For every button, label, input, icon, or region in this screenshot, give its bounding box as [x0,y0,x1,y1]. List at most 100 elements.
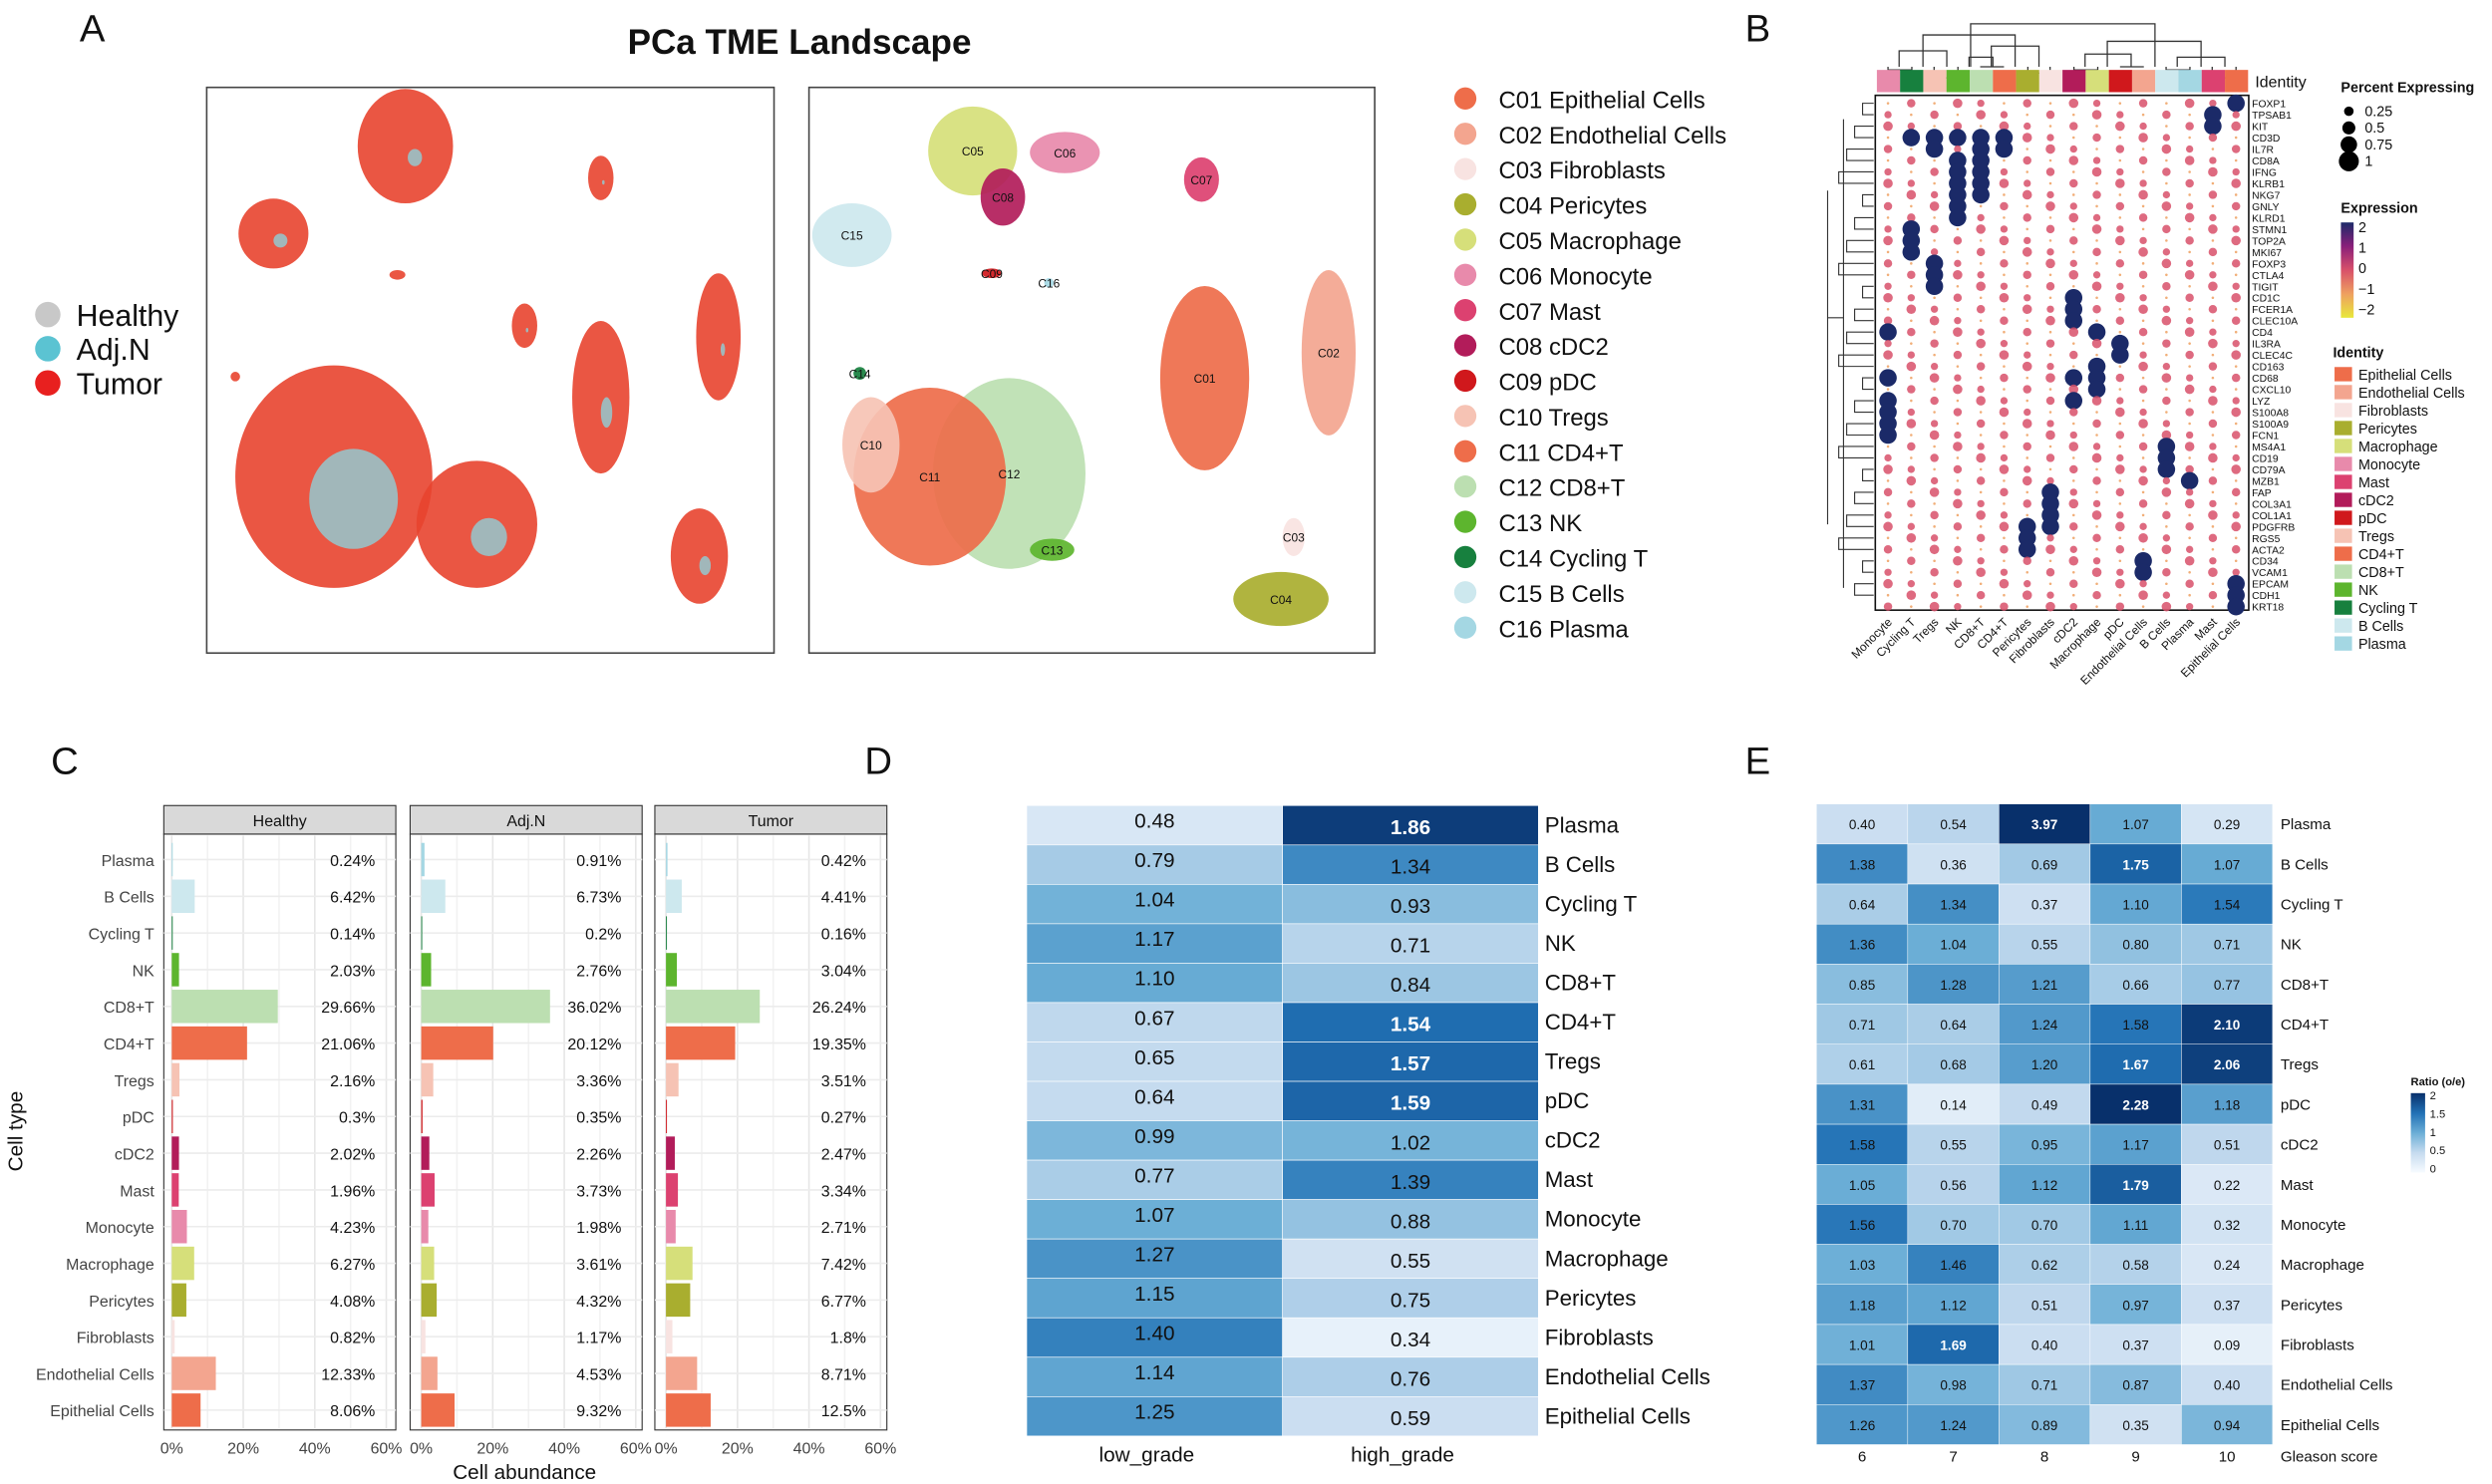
heatmap-value: 0.70 [1940,1218,1966,1233]
abundance-bar [171,1356,216,1390]
heatmap-value: 1.24 [2031,1018,2058,1033]
abundance-bar [171,1393,201,1427]
cluster-legend-label: C05 Macrophage [1498,228,1681,255]
expression-dot [1910,113,1913,117]
percent-legend-dot [2338,150,2359,171]
expression-dot [1954,603,1962,611]
expression-dot [2204,117,2222,136]
expression-dot [1933,445,1936,448]
expression-dot [2211,296,2215,300]
expression-dot [1886,250,1890,254]
cluster-legend-label: C11 CD4+T [1498,440,1624,466]
abundance-label: 3.73% [576,1183,621,1200]
heatmap-value: 3.97 [2031,817,2057,832]
gene-label: CD1C [2252,294,2281,305]
cluster-legend-dot [1453,334,1477,357]
expression-dot [1906,189,1917,200]
heatmap-row-label: cDC2 [2281,1137,2319,1154]
heatmap-value: 1.34 [1391,856,1430,879]
expression-dot [1884,340,1892,348]
expression-dot [2068,555,2079,566]
expression-dot [2165,582,2168,585]
heatmap-cell [1907,1204,2000,1245]
expression-dot [2024,408,2031,417]
gene-label: MZB1 [2252,476,2280,487]
row-dendrogram-branch [1854,400,1874,414]
expression-dot [2188,285,2191,288]
abundance-label: 29.66% [321,1000,375,1017]
expression-dot [2138,304,2148,315]
expression-dot [1953,555,1963,566]
expression-dot [1933,330,1936,334]
expression-dot [2048,273,2052,277]
row-dendrogram-branch [1854,308,1874,322]
gene-label: CLEC10A [2252,317,2298,328]
expression-dot [2025,399,2028,403]
expression-dot [2071,570,2075,574]
expression-dot [2185,431,2194,440]
expression-dot [1910,319,1913,322]
expression-dot [2138,247,2148,257]
abundance-bar [421,1173,435,1207]
ratio-legend-tick: 2 [2430,1090,2436,1102]
abundance-bar [421,1356,438,1390]
heatmap-value: 1.12 [1940,1298,1966,1313]
heatmap-cell [2181,1363,2274,1405]
heatmap-cell [2181,1123,2274,1165]
heatmap-value: 0.48 [1134,810,1174,833]
identity-strip-title: Identity [2255,75,2306,92]
cluster-legend-dot [1453,616,1477,639]
expression-dot [1886,136,1890,140]
expression-dot [1906,533,1917,543]
percent-legend-dot [2341,121,2355,135]
heatmap-value: 1.57 [1391,1052,1430,1075]
expression-dot [1979,411,1983,414]
abundance-bar [171,916,173,950]
expression-dot [1953,98,1963,109]
heatmap-row-label: Fibroblasts [2281,1336,2354,1353]
umap-adjn-overlay [309,448,399,549]
heatmap-row-label: Cycling T [1545,891,1638,916]
heatmap-value: 0.40 [2031,1337,2057,1352]
row-dendrogram-branch [1846,331,1874,345]
expression-dot [1933,158,1936,162]
heatmap-row-label: Monocyte [1545,1207,1642,1232]
expression-dot [2211,490,2215,494]
expression-dot [2185,236,2194,245]
expression-dot [1977,499,1985,508]
column-dendrogram-branch [1922,34,2017,67]
expression-dot [2000,568,2009,576]
heatmap-row-label: pDC [2281,1096,2311,1113]
expression-dot [2141,148,2145,150]
expression-dot [2095,353,2098,357]
heatmap-value: 1.10 [2122,898,2148,913]
expression-dot [2003,422,2006,426]
expression-dot [1954,431,1962,440]
heatmap-cell [2181,843,2274,885]
expression-dot [2064,369,2083,387]
gene-label: CD34 [2252,557,2279,568]
expression-dot [1906,361,1917,372]
expression-dot [2188,227,2191,231]
gene-label: COL3A1 [2252,499,2292,510]
expression-dot [1976,305,1986,314]
abundance-bar [666,1062,679,1097]
expression-dot [1999,464,2010,474]
expression-dot [2046,420,2054,428]
expression-dot [1933,411,1936,414]
expression-dot [2234,250,2238,254]
gene-label: FOXP1 [2252,100,2286,111]
expression-dot [2025,513,2028,517]
heatmap-cell [1816,923,1909,965]
identity-legend-swatch [2335,546,2352,561]
x-axis-title: Gleason score [2281,1449,2378,1466]
heatmap-cell [1907,923,2000,965]
abundance-label: 26.24% [812,1000,866,1017]
expression-dot [1956,365,1960,368]
abundance-bar [421,1393,456,1427]
umap-cluster-label: C07 [1190,173,1212,187]
heatmap-value: 1.27 [1134,1243,1174,1266]
expression-dot [1884,167,1892,176]
umap-condition-cluster [587,155,614,200]
expression-dot [2048,102,2052,105]
